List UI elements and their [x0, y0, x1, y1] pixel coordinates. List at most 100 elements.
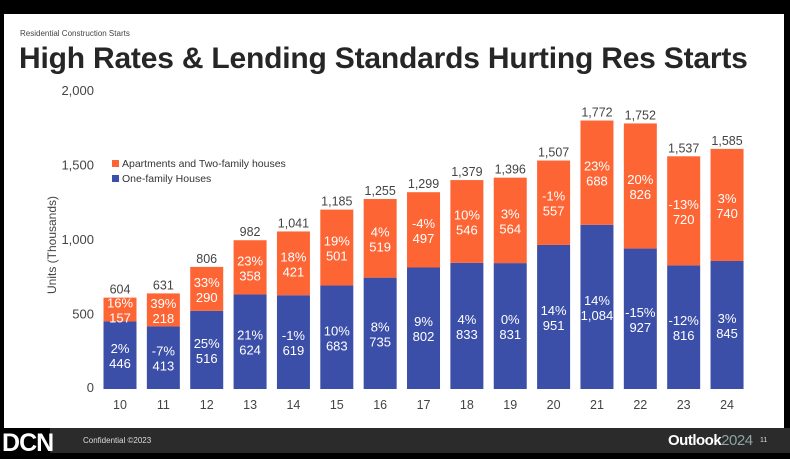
segment-value-label: 833	[456, 327, 478, 342]
brand-word: Outlook	[668, 432, 722, 449]
bar-one-family	[146, 326, 180, 389]
x-tick-label: 11	[157, 398, 170, 412]
footer-bar	[0, 428, 790, 453]
segment-pct-label: 14%	[584, 293, 610, 308]
segment-pct-label: 10%	[324, 323, 350, 338]
x-tick-label: 20	[547, 398, 561, 412]
bar-one-family	[493, 263, 527, 389]
x-tick-label: 19	[503, 398, 517, 412]
bar-total-label: 1,041	[278, 216, 309, 230]
segment-pct-label: -12%	[669, 313, 700, 328]
segment-pct-label: 9%	[414, 314, 433, 329]
segment-value-label: 557	[543, 204, 565, 219]
bar-apartments	[276, 231, 310, 296]
x-tick-label: 10	[113, 398, 127, 412]
bar-apartments	[710, 148, 744, 261]
bar-one-family	[710, 260, 744, 389]
bar-total-label: 806	[196, 252, 217, 266]
x-tick-label: 12	[200, 398, 214, 412]
segment-pct-label: 4%	[457, 312, 476, 327]
x-tick-label: 13	[243, 398, 257, 412]
segment-pct-label: 3%	[718, 311, 737, 326]
x-tick-label: 18	[460, 398, 474, 412]
bar-one-family	[276, 295, 310, 389]
segment-value-label: 421	[283, 264, 305, 279]
bar-apartments	[407, 192, 441, 268]
bar-apartments	[103, 297, 137, 322]
bar-apartments	[146, 293, 180, 327]
segment-value-label: 831	[499, 327, 521, 342]
segment-value-label: 1,084	[581, 308, 614, 323]
bar-one-family	[450, 262, 484, 389]
bar-total-label: 982	[240, 225, 261, 239]
bar-apartments	[320, 209, 354, 286]
y-tick-label: 1,500	[61, 157, 94, 172]
segment-pct-label: -7%	[152, 344, 176, 359]
legend-swatch	[112, 175, 119, 182]
x-tick-label: 21	[590, 398, 604, 412]
bar-one-family	[623, 248, 657, 389]
bar-total-label: 1,255	[365, 184, 396, 198]
segment-value-label: 826	[629, 187, 651, 202]
segment-pct-label: -13%	[669, 197, 700, 212]
segment-value-label: 218	[153, 311, 175, 326]
segment-value-label: 501	[326, 249, 348, 264]
x-tick-label: 16	[373, 398, 387, 412]
segment-value-label: 720	[673, 212, 695, 227]
confidential-note: Confidential ©2023	[83, 436, 152, 445]
segment-value-label: 516	[196, 351, 218, 366]
x-tick-label: 24	[720, 398, 734, 412]
segment-pct-label: 21%	[237, 328, 263, 343]
brand-year: 2024	[721, 432, 753, 449]
segment-pct-label: 4%	[371, 224, 390, 239]
bar-apartments	[493, 177, 527, 264]
segment-pct-label: -15%	[625, 305, 656, 320]
segment-pct-label: -1%	[282, 328, 306, 343]
bar-total-label: 1,379	[451, 165, 482, 179]
page-number: 11	[760, 437, 768, 444]
segment-pct-label: 23%	[584, 159, 610, 174]
bar-one-family	[537, 244, 571, 389]
bar-one-family	[407, 267, 441, 389]
x-tick-label: 15	[330, 398, 344, 412]
bar-total-label: 1,537	[668, 141, 699, 155]
bar-one-family	[667, 265, 701, 389]
dcn-logo: DCN	[0, 428, 54, 459]
segment-pct-label: -1%	[542, 189, 566, 204]
segment-value-label: 688	[586, 174, 608, 189]
y-tick-label: 1,000	[61, 232, 94, 247]
segment-value-label: 358	[239, 268, 261, 283]
segment-value-label: 546	[456, 222, 478, 237]
bar-one-family	[190, 310, 224, 389]
bar-apartments	[233, 240, 267, 295]
legend-label: Apartments and Two-family houses	[122, 158, 286, 170]
slide-title: High Rates & Lending Standards Hurting R…	[19, 42, 748, 75]
segment-value-label: 951	[543, 318, 565, 333]
outlook-brand: Outlook2024	[668, 432, 753, 449]
segment-value-label: 845	[716, 326, 738, 341]
bar-apartments	[190, 266, 224, 311]
segment-pct-label: 2%	[111, 341, 130, 356]
bar-one-family	[233, 294, 267, 389]
segment-pct-label: 0%	[501, 312, 520, 327]
x-tick-label: 14	[286, 398, 300, 412]
bar-total-label: 1,185	[321, 195, 352, 209]
bar-apartments	[537, 160, 571, 245]
segment-value-label: 519	[369, 239, 391, 254]
bar-apartments	[363, 199, 397, 278]
bar-total-label: 1,396	[495, 163, 526, 177]
segment-value-label: 619	[283, 343, 305, 358]
slide-kicker: Residential Construction Starts	[20, 29, 130, 38]
segment-pct-label: 19%	[324, 234, 350, 249]
segment-value-label: 816	[673, 328, 695, 343]
segment-pct-label: 18%	[280, 249, 306, 264]
segment-value-label: 290	[196, 290, 218, 305]
bar-total-label: 1,752	[625, 108, 656, 122]
segment-pct-label: 3%	[718, 191, 737, 206]
y-axis-label: Units (Thousands)	[45, 196, 59, 294]
segment-pct-label: 16%	[107, 296, 133, 311]
segment-pct-label: 23%	[237, 253, 263, 268]
segment-pct-label: 10%	[454, 207, 480, 222]
segment-pct-label: 14%	[541, 303, 567, 318]
